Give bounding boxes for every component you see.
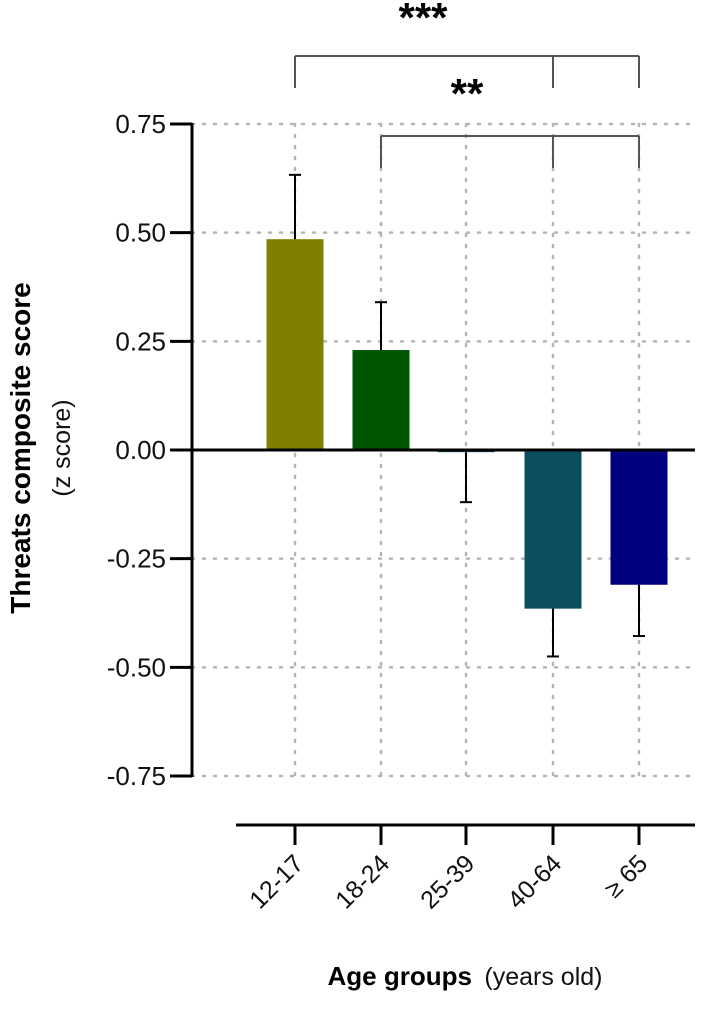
significance-label: ** [451,70,484,117]
x-axis-subtitle: (years old) [484,963,602,991]
y-axis-label: Threats composite score [5,282,36,613]
bars [266,239,668,609]
bar [266,239,324,450]
x-tick-label: 18-24 [330,849,395,914]
axes: 0.75 0.50 0.25 0.00 -0.25 -0.50 -0.75 12-17 18-2… [107,109,695,914]
y-tick-label: 0.75 [115,109,166,139]
y-tick-label: -0.50 [107,652,166,682]
bar [352,350,410,450]
x-tick-label: ≥ 65 [599,849,653,903]
y-axis-title: Threats composite score [5,282,36,613]
y-tick-label: 0.00 [115,435,166,465]
significance-brackets: ***** [294,0,640,168]
y-tick-label: -0.25 [107,544,166,574]
x-tick-label: 25-39 [415,849,480,914]
bar [610,450,668,585]
y-tick-label: -0.75 [107,761,166,791]
significance-label: *** [398,0,448,41]
y-axis-sublabel: (z score) [48,399,76,496]
x-axis-title: Age groups [328,961,472,991]
y-tick-label: 0.25 [115,326,166,356]
x-tick-label: 40-64 [502,849,567,914]
error-bars [289,173,645,658]
bar [524,450,582,609]
y-tick-label: 0.50 [115,218,166,248]
x-axis-label: Age groups (years old) [328,961,603,991]
x-tick-label: 12-17 [244,849,309,914]
